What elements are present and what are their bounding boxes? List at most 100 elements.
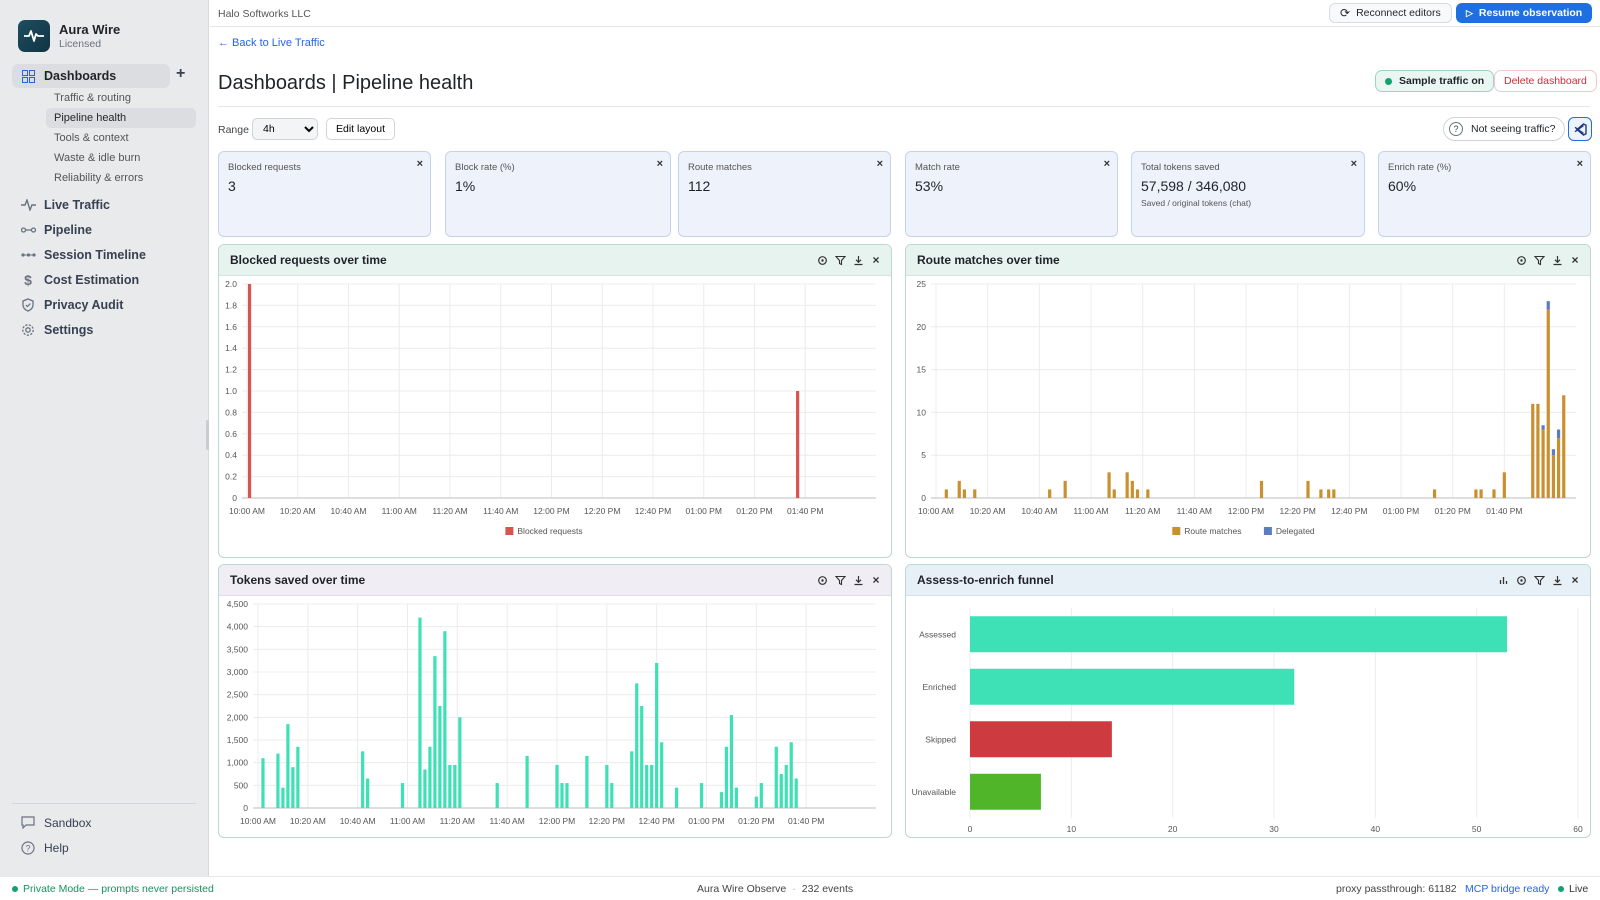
bar (1130, 480, 1134, 498)
refresh-icon[interactable] (813, 573, 831, 587)
bar (428, 746, 432, 808)
x-tick-label: 11:40 AM (1177, 506, 1212, 516)
refresh-icon[interactable] (1512, 573, 1530, 587)
refresh-icon[interactable] (813, 253, 831, 267)
x-tick-label: 01:20 PM (736, 506, 772, 516)
nav-sandbox[interactable]: Sandbox (20, 810, 196, 835)
not-seeing-traffic-label: Not seeing traffic? (1471, 123, 1556, 135)
nav-help[interactable]: ? Help (20, 835, 196, 860)
stat-sublabel: Saved / original tokens (chat) (1141, 198, 1252, 208)
x-tick-label: 0 (968, 824, 973, 834)
filter-icon[interactable] (1530, 573, 1548, 587)
x-tick-label: 10:00 AM (240, 816, 276, 826)
stat-label: Blocked requests (228, 162, 301, 173)
play-icon: ▷ (1466, 7, 1473, 18)
bar-chart-icon[interactable] (1494, 573, 1512, 587)
close-icon[interactable]: × (656, 158, 663, 170)
bar (650, 764, 654, 808)
x-tick-label: 10:20 AM (280, 506, 316, 516)
category-label: Enriched (922, 682, 956, 692)
category-label: Skipped (925, 734, 956, 744)
bar (276, 753, 280, 808)
y-tick-label: 0 (921, 493, 926, 503)
subnav-item-waste-idle[interactable]: Waste & idle burn (54, 152, 141, 164)
add-dashboard-button[interactable]: + (176, 65, 186, 82)
nav-privacy-audit[interactable]: Privacy Audit (20, 292, 200, 317)
nav-cost-estimation[interactable]: $ Cost Estimation (20, 267, 200, 292)
bar (610, 783, 614, 808)
stat-value: 1% (455, 178, 476, 194)
close-icon[interactable]: × (872, 253, 880, 267)
bar (565, 783, 569, 808)
bar (585, 755, 589, 808)
nav-session-timeline[interactable]: Session Timeline (20, 242, 200, 267)
bar (1048, 489, 1052, 498)
nav-live-traffic[interactable]: Live Traffic (20, 192, 200, 217)
bar (418, 617, 422, 808)
x-tick-label: 11:40 AM (483, 506, 518, 516)
reconnect-editors-button[interactable]: ⟳ Reconnect editors (1329, 3, 1452, 23)
live-label: Live (1569, 883, 1589, 895)
activity-icon (20, 197, 36, 213)
y-tick-label: 1,000 (227, 758, 249, 768)
close-icon[interactable]: × (872, 573, 880, 587)
download-icon[interactable] (1548, 253, 1566, 267)
x-tick-label: 01:00 PM (688, 816, 724, 826)
close-icon[interactable]: × (1571, 253, 1579, 267)
stat-value: 3 (228, 178, 236, 194)
panel-actions: × (813, 253, 885, 267)
subnav-item-reliability[interactable]: Reliability & errors (54, 172, 144, 184)
x-tick-label: 12:00 PM (533, 506, 569, 516)
download-icon[interactable] (849, 253, 867, 267)
close-icon[interactable]: × (1350, 158, 1357, 170)
bar (1327, 489, 1331, 498)
not-seeing-traffic-button[interactable]: ? Not seeing traffic? (1443, 117, 1566, 141)
panel-route-matches: Route matches over time × 0 5 10 15 20 25 10:0… (905, 244, 1591, 558)
range-select[interactable]: 4h (252, 118, 318, 140)
filter-icon[interactable] (1530, 253, 1548, 267)
sidebar-resize-handle[interactable] (206, 420, 209, 450)
resume-observation-button[interactable]: ▷ Resume observation (1456, 3, 1593, 23)
vscode-icon[interactable] (1568, 117, 1592, 141)
subnav-item-pipeline-health[interactable]: Pipeline health (46, 108, 196, 128)
refresh-icon[interactable] (1512, 253, 1530, 267)
close-icon[interactable]: × (416, 158, 423, 170)
x-tick-label: 10:20 AM (970, 506, 1006, 516)
filter-icon[interactable] (831, 573, 849, 587)
nav-settings[interactable]: Settings (20, 317, 200, 342)
subnav-item-tools-context[interactable]: Tools & context (54, 132, 129, 144)
subnav-item-traffic-routing[interactable]: Traffic & routing (54, 92, 132, 104)
y-tick-label: 5 (921, 450, 926, 460)
x-tick-label: 10:00 AM (918, 506, 954, 516)
nav-dashboards[interactable]: Dashboards (12, 64, 170, 88)
bar (675, 787, 679, 808)
bar (1562, 395, 1566, 498)
edit-layout-button[interactable]: Edit layout (326, 118, 396, 140)
x-tick-label: 10:40 AM (331, 506, 367, 516)
x-tick-label: 11:00 AM (382, 506, 417, 516)
nav-session-timeline-label: Session Timeline (44, 247, 146, 262)
sample-traffic-toggle[interactable]: Sample traffic on (1375, 70, 1495, 92)
stat-label: Route matches (688, 162, 752, 173)
bar (789, 742, 793, 808)
bar (794, 778, 798, 808)
download-icon[interactable] (1548, 573, 1566, 587)
brand: Aura Wire Licensed (18, 20, 120, 52)
close-icon[interactable]: × (1576, 158, 1583, 170)
bar (286, 724, 290, 808)
bar (423, 769, 427, 808)
x-tick-label: 60 (1573, 824, 1583, 834)
nav-settings-label: Settings (44, 322, 94, 337)
delete-dashboard-button[interactable]: Delete dashboard (1494, 70, 1597, 92)
stat-card-route-matches: Route matches 112 × (678, 151, 891, 237)
bar (962, 489, 967, 498)
close-icon[interactable]: × (876, 158, 883, 170)
nav-pipeline[interactable]: Pipeline (20, 217, 200, 242)
mcp-status[interactable]: MCP bridge ready (1465, 883, 1550, 895)
back-to-live-traffic-link[interactable]: ← Back to Live Traffic (218, 37, 325, 49)
close-icon[interactable]: × (1571, 573, 1579, 587)
funnel-bar (970, 668, 1295, 705)
download-icon[interactable] (849, 573, 867, 587)
filter-icon[interactable] (831, 253, 849, 267)
close-icon[interactable]: × (1103, 158, 1110, 170)
